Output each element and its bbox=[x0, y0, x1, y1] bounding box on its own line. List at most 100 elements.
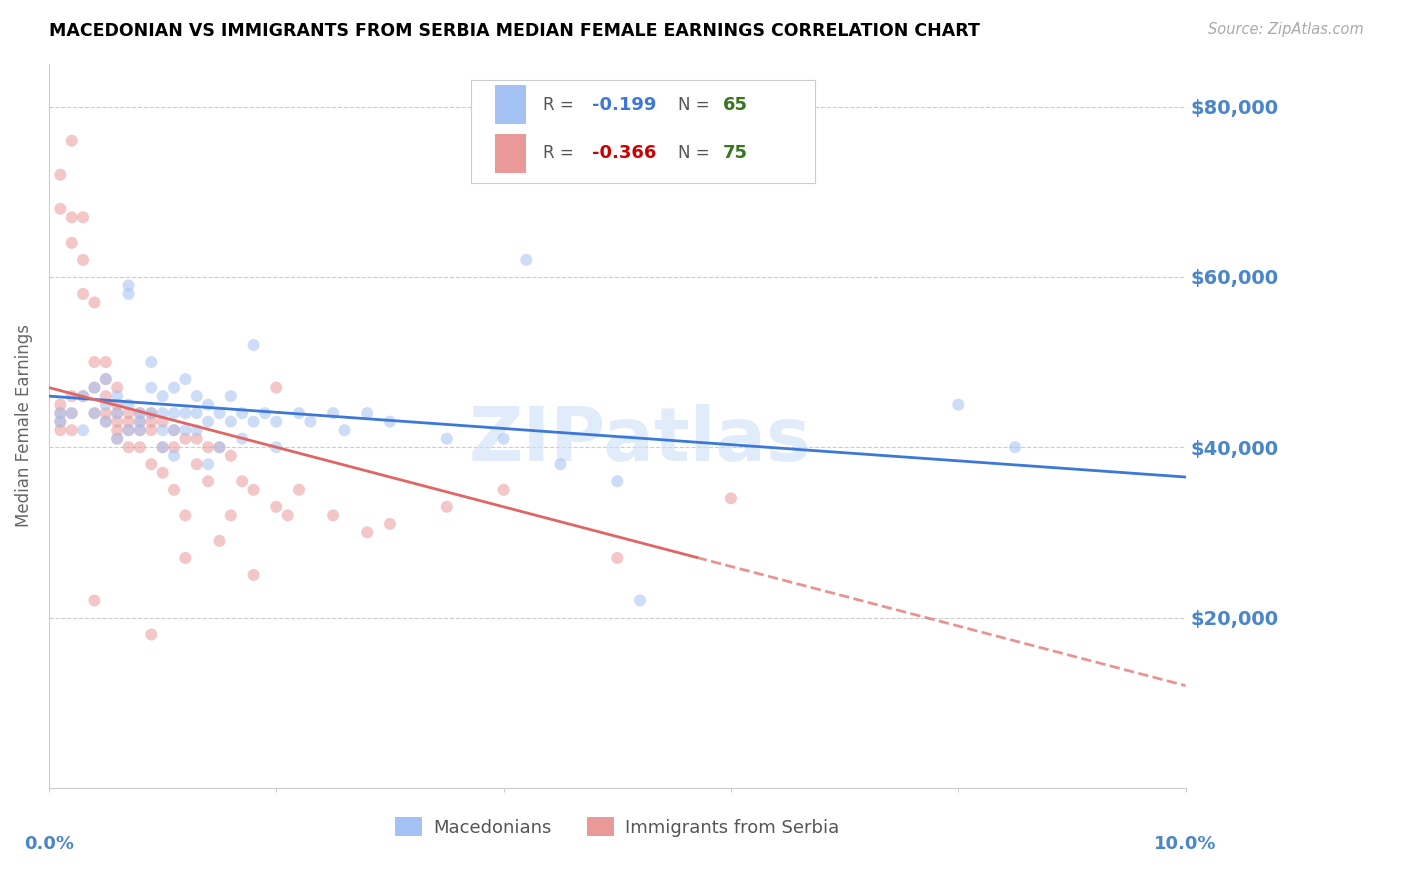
Point bbox=[266, 440, 288, 454]
Point bbox=[129, 415, 152, 429]
Point bbox=[948, 398, 970, 412]
Point bbox=[152, 440, 174, 454]
Text: -0.366: -0.366 bbox=[592, 145, 657, 162]
Point bbox=[94, 389, 117, 403]
Point bbox=[356, 406, 378, 420]
Point bbox=[49, 415, 72, 429]
Text: -0.199: -0.199 bbox=[592, 96, 657, 114]
Point bbox=[83, 593, 105, 607]
Point bbox=[174, 550, 197, 565]
Point bbox=[83, 355, 105, 369]
Point bbox=[141, 355, 163, 369]
Point bbox=[94, 415, 117, 429]
Point bbox=[492, 483, 515, 497]
Point bbox=[60, 406, 83, 420]
Point bbox=[94, 398, 117, 412]
Point bbox=[49, 423, 72, 437]
Point bbox=[436, 432, 458, 446]
Point bbox=[322, 406, 344, 420]
Point bbox=[83, 406, 105, 420]
Point bbox=[105, 432, 128, 446]
Text: N =: N = bbox=[678, 145, 714, 162]
Point bbox=[197, 415, 219, 429]
Point bbox=[231, 475, 253, 489]
Point bbox=[606, 550, 628, 565]
Point bbox=[163, 406, 186, 420]
Point bbox=[72, 287, 94, 301]
Point bbox=[105, 389, 128, 403]
Point bbox=[129, 440, 152, 454]
Point bbox=[628, 593, 651, 607]
Legend: Macedonians, Immigrants from Serbia: Macedonians, Immigrants from Serbia bbox=[388, 810, 846, 844]
Point bbox=[141, 423, 163, 437]
Point bbox=[129, 423, 152, 437]
Point bbox=[60, 389, 83, 403]
Point bbox=[117, 287, 139, 301]
Point bbox=[253, 406, 276, 420]
Point bbox=[333, 423, 356, 437]
Point bbox=[174, 508, 197, 523]
Point bbox=[242, 568, 264, 582]
Point bbox=[174, 423, 197, 437]
Point bbox=[208, 533, 231, 548]
Point bbox=[208, 440, 231, 454]
Point bbox=[1004, 440, 1026, 454]
Point bbox=[266, 500, 288, 514]
Point bbox=[129, 406, 152, 420]
Point bbox=[117, 406, 139, 420]
Point bbox=[436, 500, 458, 514]
Point bbox=[141, 457, 163, 471]
Point bbox=[152, 415, 174, 429]
Point bbox=[105, 398, 128, 412]
Point bbox=[94, 372, 117, 386]
Point bbox=[94, 355, 117, 369]
Point bbox=[242, 415, 264, 429]
Point bbox=[299, 415, 322, 429]
Point bbox=[378, 415, 401, 429]
Point bbox=[117, 440, 139, 454]
Point bbox=[49, 415, 72, 429]
Point bbox=[152, 389, 174, 403]
Point bbox=[163, 449, 186, 463]
Point bbox=[60, 235, 83, 250]
Point bbox=[72, 252, 94, 267]
Point bbox=[288, 483, 311, 497]
Point bbox=[720, 491, 742, 506]
Point bbox=[152, 466, 174, 480]
Point bbox=[49, 406, 72, 420]
Point bbox=[117, 423, 139, 437]
Point bbox=[72, 423, 94, 437]
Point bbox=[141, 406, 163, 420]
Point bbox=[219, 389, 242, 403]
Point bbox=[83, 381, 105, 395]
Point bbox=[141, 415, 163, 429]
Point bbox=[117, 415, 139, 429]
Text: 10.0%: 10.0% bbox=[1154, 835, 1216, 853]
Point bbox=[163, 423, 186, 437]
Point bbox=[141, 406, 163, 420]
Bar bbox=[495, 86, 526, 124]
Point bbox=[163, 423, 186, 437]
Point bbox=[94, 372, 117, 386]
Point bbox=[49, 168, 72, 182]
Point bbox=[105, 406, 128, 420]
Point bbox=[117, 423, 139, 437]
Point bbox=[83, 295, 105, 310]
Point bbox=[141, 627, 163, 641]
Text: R =: R = bbox=[543, 96, 579, 114]
Point bbox=[117, 398, 139, 412]
Point bbox=[129, 423, 152, 437]
Point bbox=[231, 406, 253, 420]
Point bbox=[208, 406, 231, 420]
Point bbox=[152, 423, 174, 437]
Point bbox=[550, 457, 572, 471]
Point bbox=[231, 432, 253, 446]
Point bbox=[277, 508, 299, 523]
Point bbox=[94, 415, 117, 429]
Point bbox=[266, 415, 288, 429]
Point bbox=[197, 475, 219, 489]
Point bbox=[129, 415, 152, 429]
Point bbox=[266, 381, 288, 395]
Point bbox=[163, 483, 186, 497]
Point bbox=[197, 440, 219, 454]
